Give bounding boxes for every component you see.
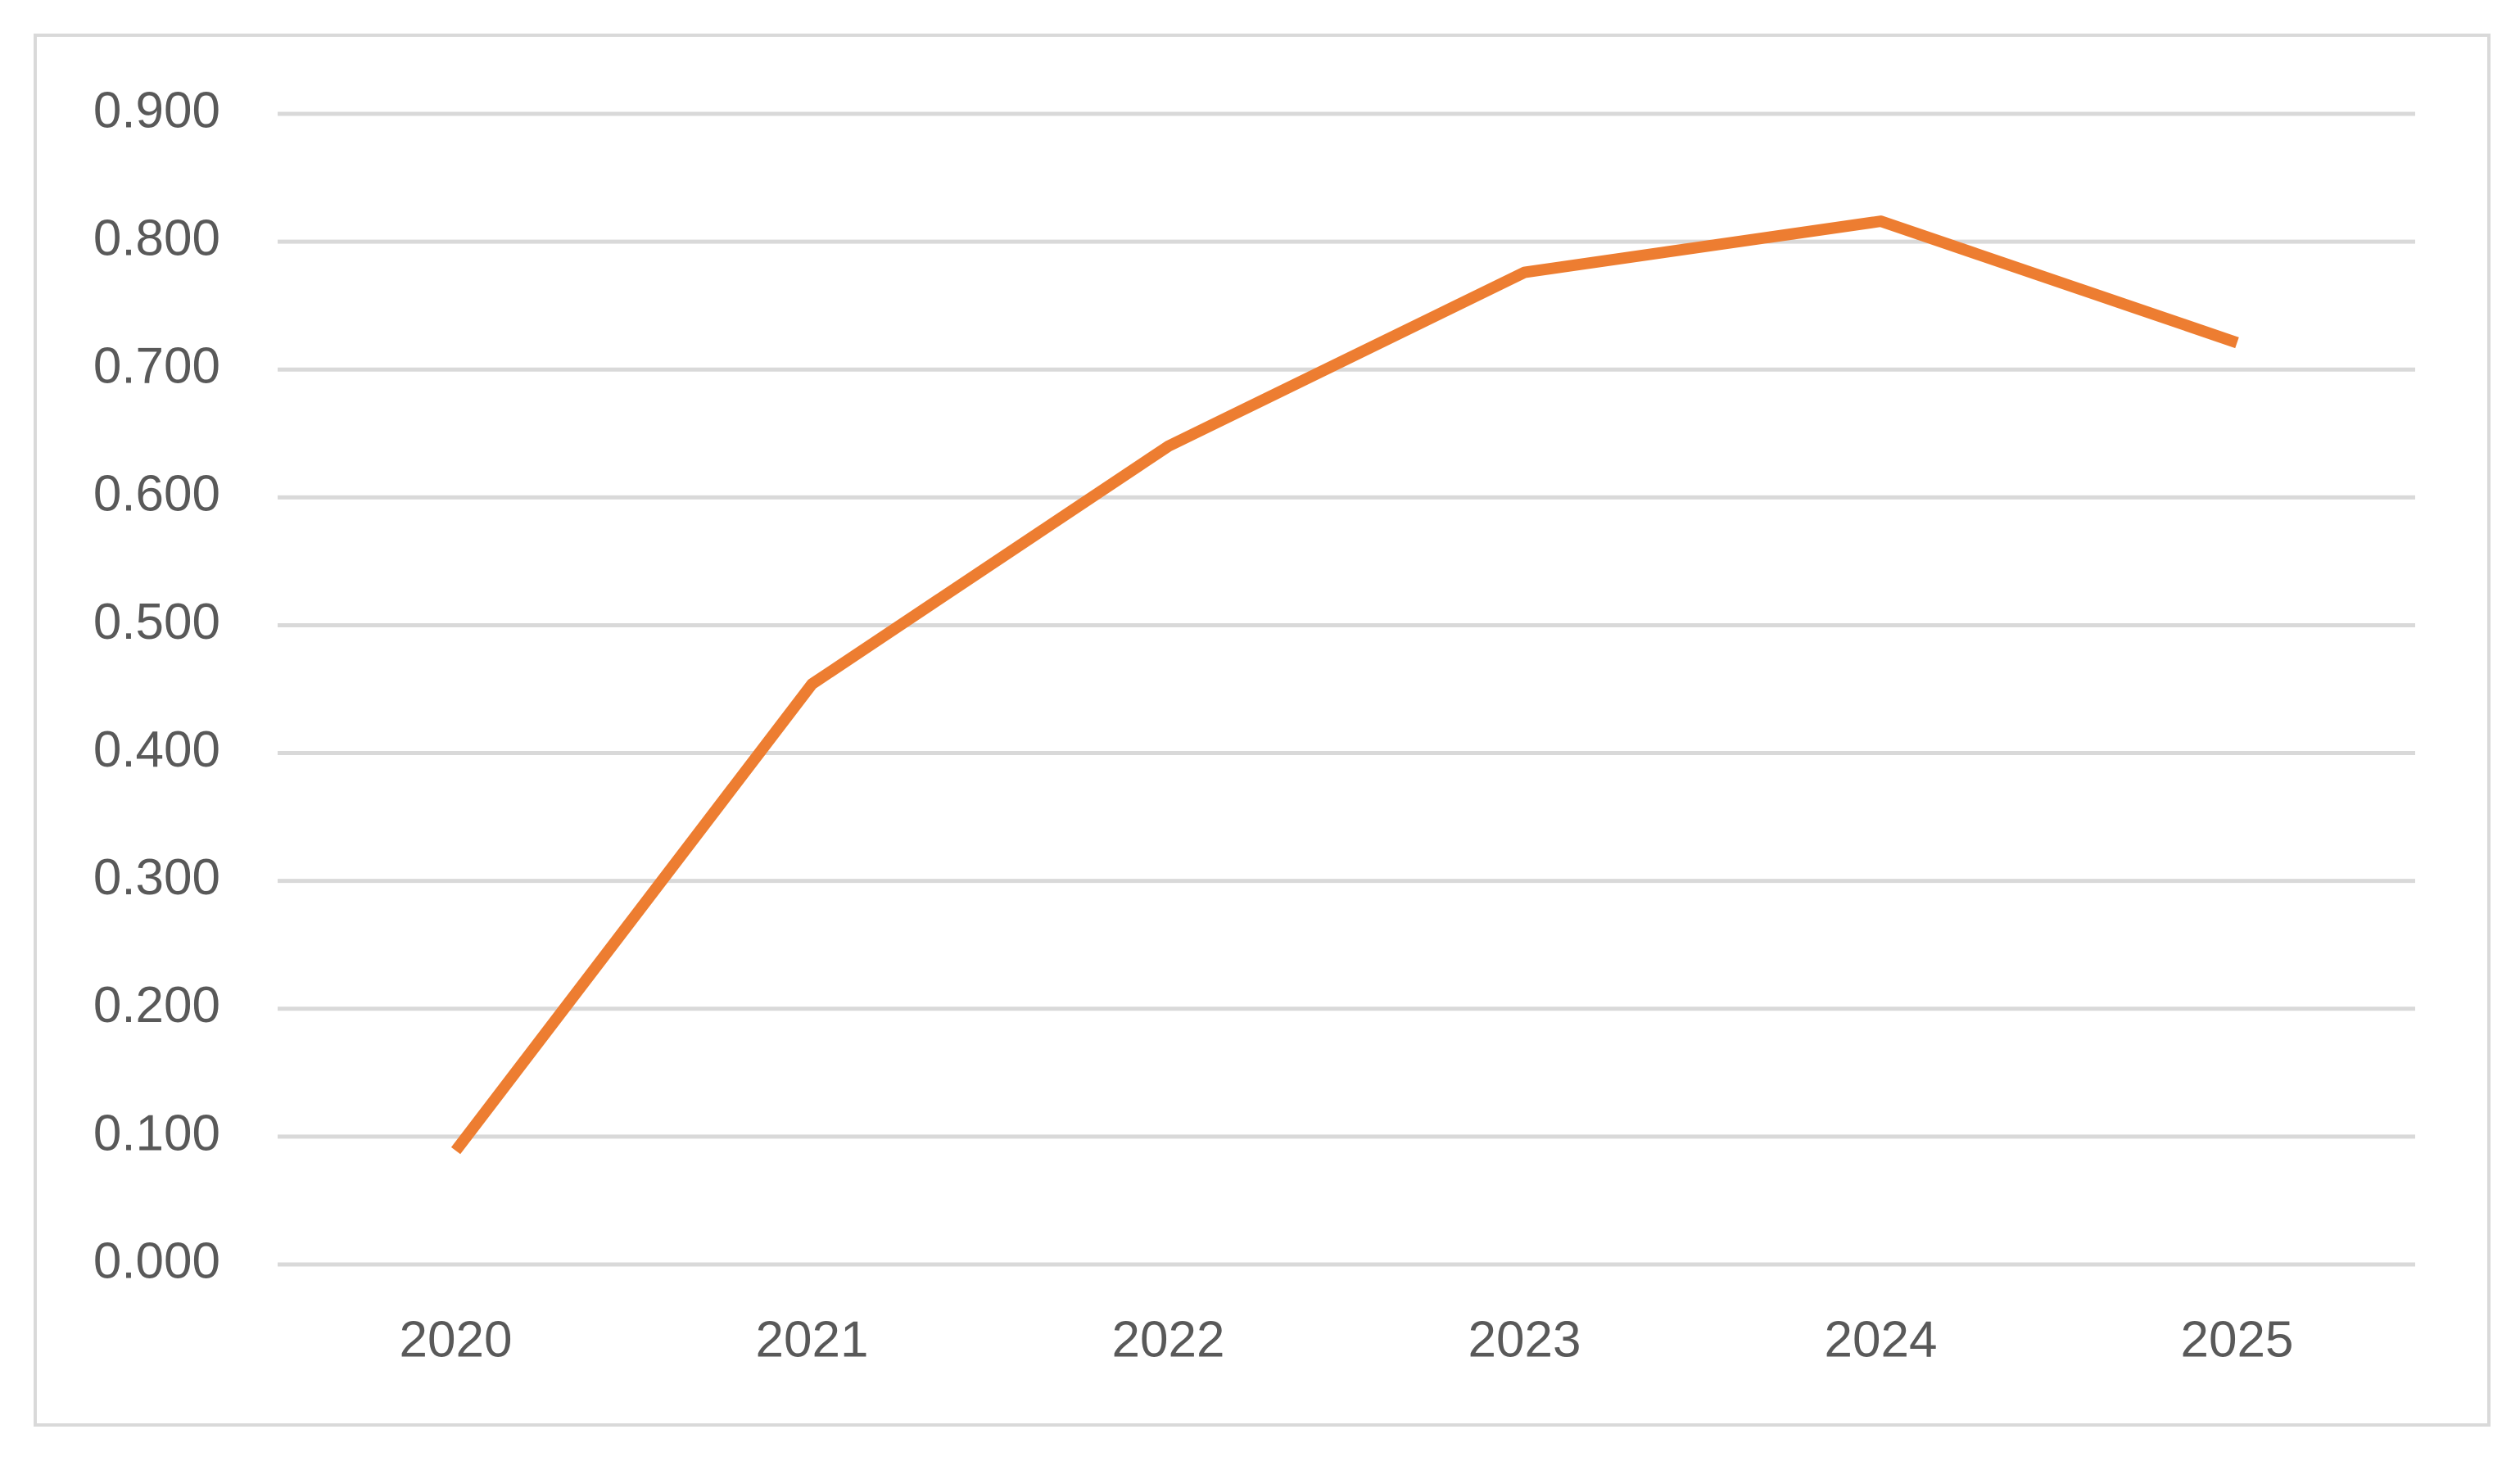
x-tick-label: 2022 [1112,1311,1225,1368]
x-tick-label: 2024 [1825,1311,1938,1368]
y-tick-label: 0.400 [93,721,220,778]
y-tick-label: 0.000 [93,1233,220,1289]
line-series [450,215,2239,1155]
y-tick-label: 0.900 [93,82,220,138]
x-tick-label: 2020 [400,1311,513,1368]
y-tick-label: 0.600 [93,466,220,522]
y-tick-label: 0.700 [93,338,220,395]
y-tick-label: 0.800 [93,210,220,266]
y-tick-label: 0.100 [93,1105,220,1161]
chart-frame [34,34,2491,1427]
x-tick-label: 2021 [756,1311,869,1368]
y-tick-label: 0.500 [93,594,220,650]
y-tick-label: 0.200 [93,977,220,1034]
y-tick-label: 0.300 [93,849,220,906]
x-tick-label: 2023 [1468,1311,1581,1368]
x-tick-label: 2025 [2181,1311,2294,1368]
